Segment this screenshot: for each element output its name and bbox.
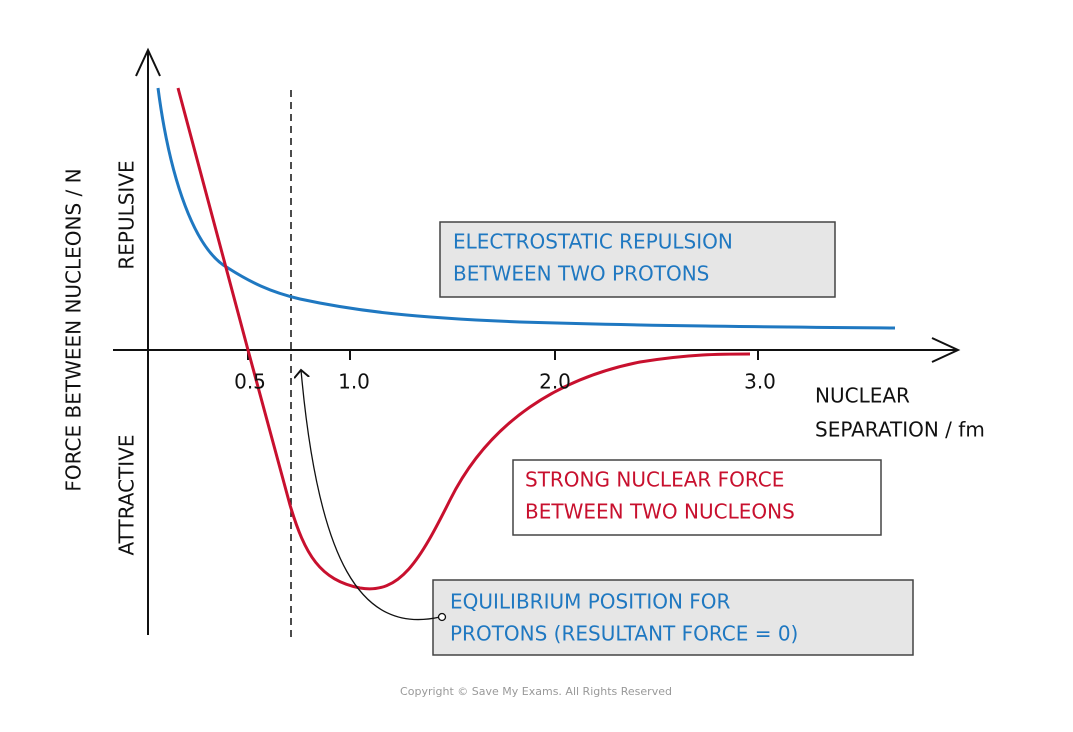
annotation-text: ELECTROSTATIC REPULSION (453, 230, 733, 254)
x-tick-label: 3.0 (744, 370, 776, 394)
annotation-text: EQUILIBRIUM POSITION FOR (450, 590, 731, 614)
pointer-dot (437, 612, 447, 622)
x-tick-label: 2.0 (539, 370, 571, 394)
electrostatic-box (439, 221, 836, 298)
x-ticks (247, 350, 759, 360)
strong-curve (176, 87, 751, 591)
annotation-text: BETWEEN TWO PROTONS (453, 262, 709, 286)
y-axis-label: FORCE BETWEEN NUCLEONS / N (62, 168, 86, 491)
x-axis-label: NUCLEAR (815, 384, 910, 408)
x-tick-label: 1.0 (338, 370, 370, 394)
x-axis-arrow (931, 337, 961, 363)
annotation-text: BETWEEN TWO NUCLEONS (525, 500, 795, 524)
annotation-text: STRONG NUCLEAR FORCE (525, 468, 784, 492)
repulsive-label: REPULSIVE (115, 160, 139, 269)
y-axis-arrow (135, 47, 161, 77)
pointer-arrow (301, 370, 441, 621)
electrostatic-curve (156, 87, 896, 330)
copyright: Copyright © Save My Exams. All Rights Re… (400, 685, 672, 698)
strong-box (512, 459, 882, 536)
equilibrium-box (432, 579, 914, 656)
annotation-text: PROTONS (RESULTANT FORCE = 0) (450, 622, 798, 646)
x-axis-label: SEPARATION / fm (815, 418, 985, 442)
attractive-label: ATTRACTIVE (115, 434, 139, 555)
x-tick-label: 0.5 (234, 370, 266, 394)
